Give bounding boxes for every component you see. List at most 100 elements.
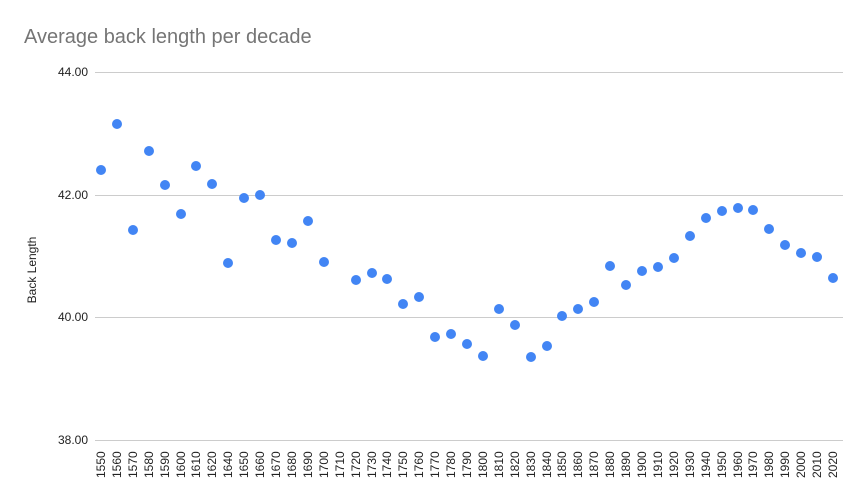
data-point[interactable]: [127, 225, 138, 236]
data-point[interactable]: [286, 238, 297, 249]
x-tick-label: 1620: [205, 451, 220, 478]
x-tick-label: 1660: [253, 451, 268, 478]
x-tick-label: 1940: [698, 451, 713, 478]
x-tick-label: 1990: [778, 451, 793, 478]
data-point[interactable]: [684, 230, 695, 241]
x-tick-label: 1690: [300, 451, 315, 478]
y-axis-label: Back Length: [25, 236, 39, 304]
x-tick-label: 1870: [587, 451, 602, 478]
x-tick-label: 1560: [109, 451, 124, 478]
x-tick-label: 1700: [316, 451, 331, 478]
x-tick-label: 1810: [491, 451, 506, 478]
x-tick-label: 1790: [460, 451, 474, 478]
data-point[interactable]: [493, 304, 504, 315]
data-point[interactable]: [668, 252, 679, 263]
x-tick-label: 1680: [284, 451, 299, 478]
x-tick-label: 2020: [826, 451, 840, 478]
gridline: [95, 317, 843, 319]
x-tick-label: 1710: [332, 451, 347, 478]
data-point[interactable]: [350, 274, 361, 285]
x-tick-label: 1640: [221, 451, 236, 478]
data-point[interactable]: [255, 189, 266, 200]
x-tick-label: 1580: [141, 451, 156, 478]
y-tick-label: 40.00: [57, 310, 88, 325]
data-point[interactable]: [541, 341, 552, 352]
data-point[interactable]: [621, 279, 632, 290]
x-tick-label: 2010: [810, 451, 825, 478]
x-tick-label: 1720: [348, 451, 363, 478]
data-point[interactable]: [477, 350, 488, 361]
x-tick-label: 1670: [269, 451, 284, 478]
data-point[interactable]: [207, 179, 218, 190]
data-point[interactable]: [716, 206, 727, 217]
y-tick-label: 44.00: [57, 65, 88, 79]
data-point[interactable]: [732, 203, 743, 214]
data-point[interactable]: [796, 247, 807, 258]
x-tick-label: 1960: [730, 451, 745, 478]
x-tick-label: 1740: [380, 451, 395, 478]
data-point[interactable]: [111, 119, 122, 130]
y-tick-label: 38.00: [57, 433, 88, 447]
data-point[interactable]: [557, 311, 568, 322]
x-tick-label: 1840: [539, 451, 554, 478]
data-point[interactable]: [191, 160, 202, 171]
data-point[interactable]: [812, 252, 823, 263]
data-point[interactable]: [573, 304, 584, 315]
data-point[interactable]: [589, 297, 600, 307]
data-point[interactable]: [318, 257, 329, 268]
x-tick-label: 1650: [237, 451, 252, 478]
x-tick-label: 1550: [94, 451, 108, 478]
gridline: [95, 194, 843, 196]
chart-title: Average back length per decade: [24, 26, 312, 48]
x-tick-label: 1950: [714, 451, 729, 478]
x-tick-label: 1830: [523, 451, 538, 478]
x-tick-label: 1890: [619, 451, 634, 478]
x-tick-label: 1900: [635, 451, 650, 478]
x-tick-label: 1920: [666, 451, 681, 478]
data-point[interactable]: [652, 262, 663, 273]
data-point[interactable]: [382, 274, 393, 285]
data-point[interactable]: [446, 328, 457, 339]
data-point[interactable]: [780, 239, 791, 250]
data-point[interactable]: [700, 212, 711, 223]
x-tick-label: 1930: [682, 451, 697, 478]
x-tick-label: 1600: [173, 451, 188, 478]
data-point[interactable]: [302, 216, 313, 227]
gridline: [95, 72, 843, 73]
data-point[interactable]: [430, 331, 441, 342]
data-point[interactable]: [175, 209, 186, 220]
x-tick-label: 1860: [571, 451, 586, 478]
data-point[interactable]: [828, 273, 838, 284]
data-point[interactable]: [159, 179, 170, 190]
x-tick-label: 1750: [396, 451, 411, 478]
data-point[interactable]: [271, 235, 282, 246]
data-point[interactable]: [509, 320, 520, 331]
data-point[interactable]: [605, 260, 616, 271]
x-tick-label: 1770: [428, 451, 443, 478]
data-point[interactable]: [239, 192, 250, 203]
data-point[interactable]: [143, 146, 154, 157]
x-tick-label: 1980: [762, 451, 777, 478]
data-point[interactable]: [462, 339, 472, 350]
data-point[interactable]: [366, 268, 377, 279]
x-tick-label: 1610: [189, 451, 204, 478]
data-point[interactable]: [96, 165, 106, 176]
x-tick-label: 1880: [603, 451, 618, 478]
data-point[interactable]: [637, 266, 648, 277]
x-tick-label: 1850: [555, 451, 570, 478]
x-tick-label: 1820: [507, 451, 522, 478]
data-point[interactable]: [748, 205, 759, 215]
data-point[interactable]: [223, 258, 234, 269]
x-tick-label: 1760: [412, 451, 427, 478]
x-tick-label: 1590: [157, 451, 172, 478]
data-point[interactable]: [398, 298, 409, 309]
gridline: [95, 440, 843, 441]
y-tick-label: 42.00: [57, 187, 88, 202]
x-tick-label: 1800: [475, 451, 490, 478]
data-point[interactable]: [414, 292, 425, 303]
data-point[interactable]: [525, 352, 536, 363]
data-point[interactable]: [764, 224, 775, 234]
x-tick-label: 1910: [650, 451, 665, 478]
x-tick-label: 1780: [444, 451, 459, 478]
x-tick-label: 2000: [794, 451, 809, 478]
